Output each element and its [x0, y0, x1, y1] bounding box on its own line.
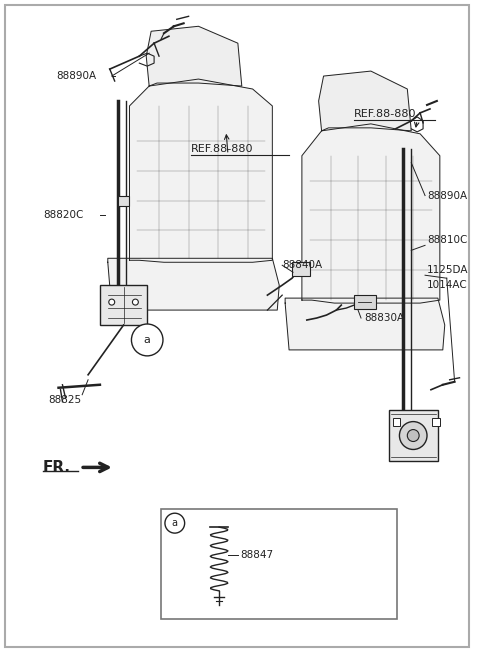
Bar: [118, 195, 130, 206]
Text: 88830A: 88830A: [364, 313, 404, 323]
Text: 88890A: 88890A: [427, 191, 467, 200]
Text: REF.88-880: REF.88-880: [354, 109, 417, 119]
Circle shape: [165, 513, 185, 533]
Text: REF.88-880: REF.88-880: [191, 144, 253, 153]
Circle shape: [408, 430, 419, 441]
Polygon shape: [319, 71, 411, 131]
Polygon shape: [108, 259, 279, 310]
Text: 88890A: 88890A: [57, 71, 96, 81]
Circle shape: [132, 299, 138, 305]
Bar: [292, 263, 310, 276]
Bar: [161, 509, 397, 619]
Text: 88847: 88847: [240, 550, 273, 560]
Text: a: a: [172, 518, 178, 528]
Text: 1014AC: 1014AC: [427, 280, 468, 290]
Polygon shape: [146, 26, 242, 86]
Bar: [432, 418, 440, 426]
Circle shape: [132, 324, 163, 356]
Bar: [354, 295, 376, 309]
Text: 88810C: 88810C: [427, 235, 468, 246]
Bar: [100, 285, 147, 325]
Bar: [389, 409, 438, 462]
Bar: [393, 418, 400, 426]
Polygon shape: [285, 298, 445, 350]
Polygon shape: [130, 79, 272, 263]
Text: 88825: 88825: [48, 394, 82, 405]
Text: 88820C: 88820C: [43, 210, 83, 221]
Polygon shape: [302, 124, 440, 303]
Text: 1125DA: 1125DA: [427, 265, 468, 276]
Text: FR.: FR.: [43, 460, 71, 475]
Circle shape: [109, 299, 115, 305]
Text: a: a: [144, 335, 151, 345]
Circle shape: [399, 422, 427, 449]
Text: 88840A: 88840A: [282, 261, 322, 270]
